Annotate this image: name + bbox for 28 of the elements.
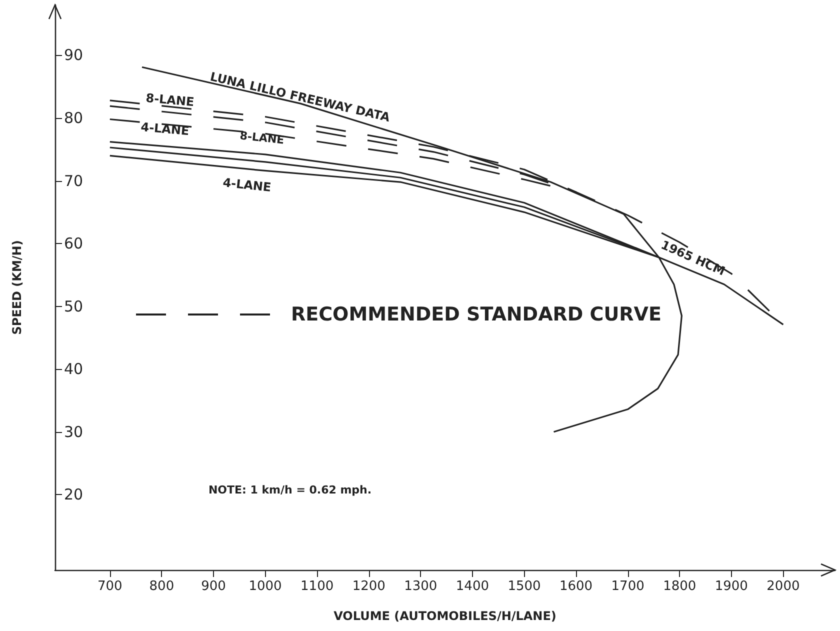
- x-tick-label: 1200: [352, 579, 386, 594]
- x-tick-label: 1800: [663, 579, 696, 594]
- x-tick-label: 800: [149, 579, 174, 594]
- x-tick-label: 2000: [766, 579, 800, 594]
- x-tick-label: 1900: [714, 579, 748, 594]
- x-tick-label: 1700: [611, 579, 644, 594]
- annotation: NOTE: 1 km/h = 0.62 mph.: [208, 484, 372, 496]
- x-tick-label: 900: [201, 579, 226, 594]
- y-tick-label: 20: [64, 486, 84, 504]
- x-tick-label: 1500: [508, 579, 541, 594]
- text: RECOMMENDED STANDARD CURVE: [291, 304, 662, 326]
- annotation: 8-LANE: [145, 90, 195, 110]
- y-tick-label: 50: [64, 297, 84, 316]
- x-tick-label: 1300: [404, 579, 438, 594]
- y-tick-label: 90: [64, 46, 84, 64]
- x-tick-label: 1100: [300, 579, 334, 594]
- x-tick-label: 1000: [248, 579, 282, 594]
- x-axis-title: VOLUME (AUTOMOBILES/H/LANE): [334, 609, 556, 623]
- y-tick-label: 60: [64, 234, 84, 253]
- x-tick-label: 1600: [559, 579, 593, 594]
- y-axis-title: SPEED (KM/H): [10, 240, 24, 335]
- x-tick-label: 700: [97, 579, 122, 594]
- y-tick-label: 40: [64, 360, 84, 378]
- y-tick-label: 30: [64, 422, 84, 441]
- y-tick-label: 80: [64, 109, 84, 127]
- x-tick-label: 1400: [456, 579, 489, 594]
- annotation: 4-LANE: [222, 175, 272, 195]
- y-tick-label: 70: [64, 172, 84, 190]
